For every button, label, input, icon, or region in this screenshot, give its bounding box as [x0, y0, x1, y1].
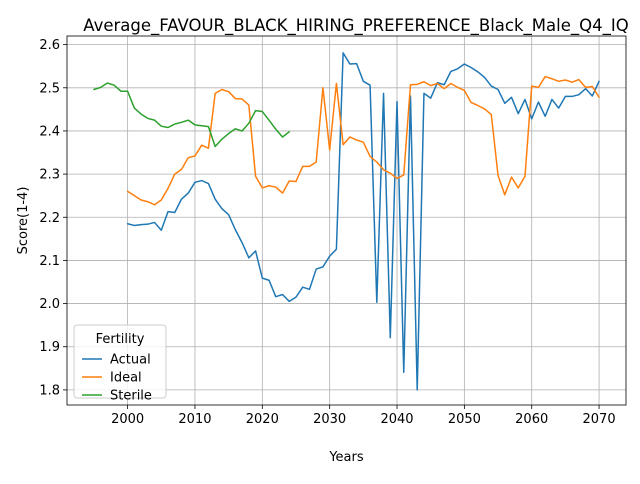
x-tick-label: 2060 — [515, 412, 548, 427]
x-tick-label: 2000 — [111, 412, 144, 427]
series-line-ideal — [126, 75, 600, 206]
x-tick-label: 2020 — [246, 412, 279, 427]
legend-label-ideal: Ideal — [110, 371, 142, 386]
y-tick-label: 2.5 — [39, 81, 60, 96]
grid — [67, 36, 626, 405]
y-tick-label: 1.9 — [39, 340, 60, 355]
y-axis-label: Score(1-4) — [16, 187, 31, 255]
axis-ticks: 2000 2010 2020 2030 2040 2050 2060 2070 1.8 1.9 2.… — [39, 38, 615, 427]
chart-title: Average_FAVOUR_BLACK_HIRING_PREFERENCE_B… — [83, 16, 628, 36]
y-tick-label: 2.4 — [39, 124, 60, 139]
y-tick-label: 2.6 — [39, 38, 60, 53]
y-tick-label: 1.8 — [39, 383, 60, 398]
x-tick-label: 2040 — [380, 412, 413, 427]
x-tick-label: 2070 — [583, 412, 616, 427]
legend-label-sterile: Sterile — [110, 389, 152, 404]
y-tick-label: 2.3 — [39, 168, 60, 183]
x-axis-label: Years — [328, 450, 364, 465]
x-tick-label: 2030 — [313, 412, 346, 427]
x-tick-label: 2010 — [178, 412, 211, 427]
y-tick-label: 2.1 — [39, 254, 60, 269]
legend-label-actual: Actual — [110, 353, 151, 368]
series-line-sterile — [93, 82, 290, 148]
plot-frame — [66, 35, 627, 406]
y-tick-label: 2.2 — [39, 211, 60, 226]
y-tick-label: 2.0 — [39, 297, 60, 312]
legend-box — [73, 324, 167, 399]
legend: Fertility Actual Ideal Sterile — [73, 324, 167, 404]
legend-title: Fertility — [96, 332, 145, 347]
x-tick-label: 2050 — [448, 412, 481, 427]
series-lines — [93, 52, 600, 391]
series-line-actual — [126, 52, 600, 391]
